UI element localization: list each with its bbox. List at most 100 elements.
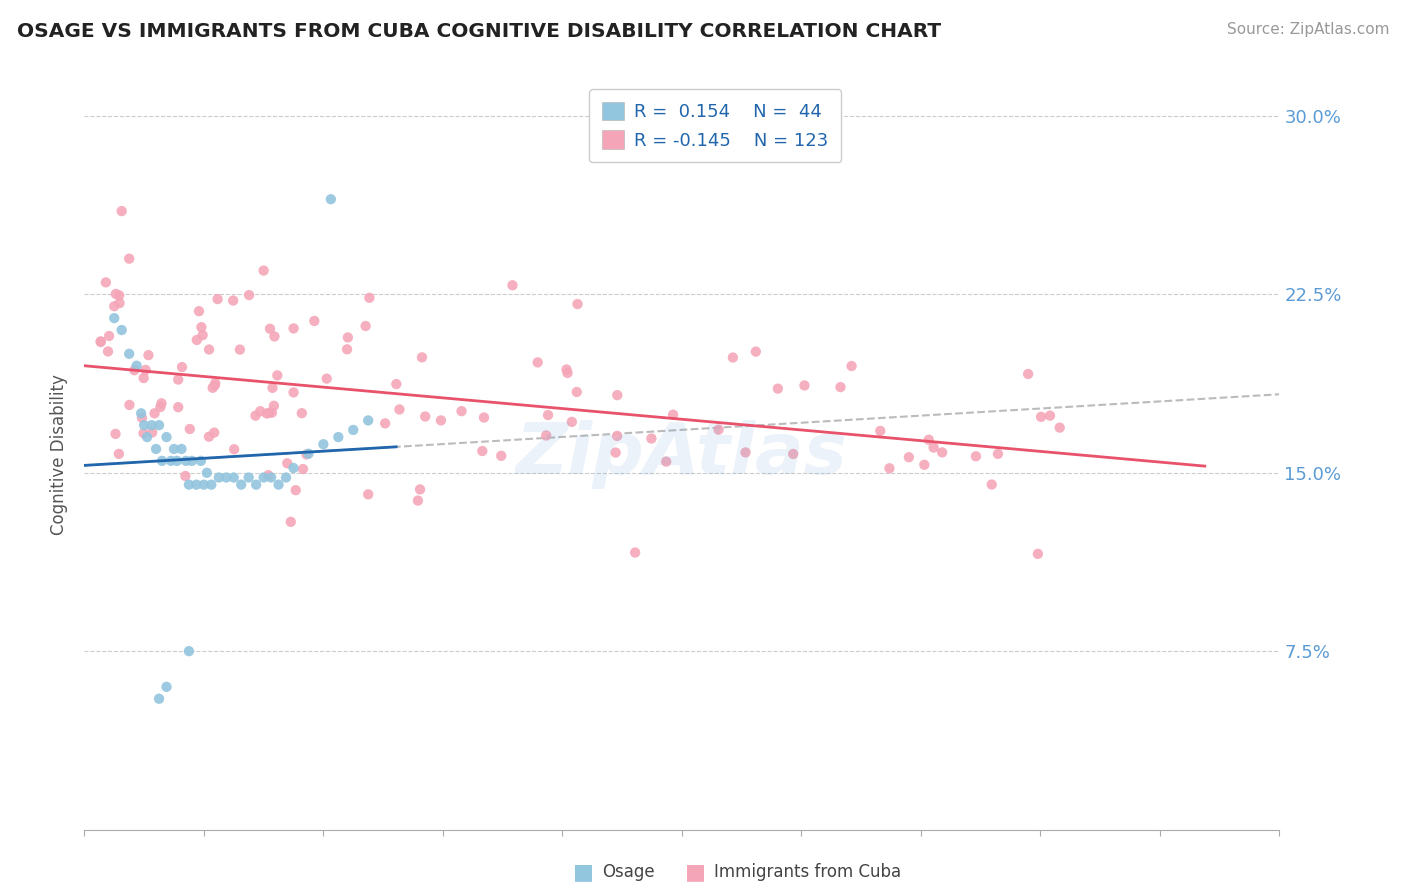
Point xyxy=(222,470,245,484)
Point xyxy=(131,410,153,425)
Point xyxy=(150,396,173,410)
Point xyxy=(198,430,221,444)
Point xyxy=(897,450,920,465)
Point xyxy=(430,413,453,427)
Point xyxy=(526,355,548,369)
Point xyxy=(191,328,214,343)
Point xyxy=(283,461,305,475)
Point xyxy=(202,425,225,440)
Point xyxy=(204,376,226,391)
Point xyxy=(259,406,281,420)
Point xyxy=(918,433,941,447)
Point xyxy=(190,454,212,468)
Point xyxy=(491,449,513,463)
Point xyxy=(655,455,678,469)
Point xyxy=(111,204,134,219)
Text: Immigrants from Cuba: Immigrants from Cuba xyxy=(714,863,901,881)
Point xyxy=(561,415,583,429)
Point xyxy=(295,447,318,461)
Point xyxy=(245,409,267,423)
Point xyxy=(170,442,193,456)
Point xyxy=(283,385,305,400)
Point xyxy=(167,373,190,387)
Point xyxy=(782,447,804,461)
Point xyxy=(163,442,186,456)
Text: OSAGE VS IMMIGRANTS FROM CUBA COGNITIVE DISABILITY CORRELATION CHART: OSAGE VS IMMIGRANTS FROM CUBA COGNITIVE … xyxy=(17,22,941,41)
Point xyxy=(215,470,238,484)
Point xyxy=(201,381,224,395)
Point xyxy=(155,430,177,444)
Point xyxy=(266,368,288,383)
Point xyxy=(207,292,229,306)
Point xyxy=(413,409,436,424)
Point xyxy=(869,424,891,438)
Point xyxy=(411,351,433,365)
Point xyxy=(124,363,146,377)
Point xyxy=(141,425,163,440)
Point xyxy=(104,287,127,301)
Point xyxy=(1017,367,1039,381)
Point xyxy=(606,388,628,402)
Point xyxy=(565,384,588,399)
Point xyxy=(98,329,121,343)
Point xyxy=(177,644,200,658)
Point xyxy=(136,430,159,444)
Point xyxy=(238,470,260,484)
Text: ZipAtlas: ZipAtlas xyxy=(516,420,848,490)
Point xyxy=(200,477,222,491)
Point xyxy=(537,408,560,422)
Point xyxy=(280,515,302,529)
Text: Source: ZipAtlas.com: Source: ZipAtlas.com xyxy=(1226,22,1389,37)
Point xyxy=(879,461,901,475)
Point xyxy=(336,330,359,344)
Point xyxy=(108,447,131,461)
Point xyxy=(734,445,756,459)
Point xyxy=(204,378,226,392)
Point xyxy=(707,423,730,437)
Point xyxy=(980,477,1002,491)
Point xyxy=(263,329,285,343)
Point xyxy=(409,483,432,497)
Point xyxy=(922,441,945,455)
Point xyxy=(125,359,148,373)
Point xyxy=(145,442,167,456)
Point xyxy=(224,442,246,457)
Point xyxy=(357,413,380,427)
Point xyxy=(111,323,134,337)
Point xyxy=(793,378,815,392)
Point xyxy=(174,469,197,483)
Point xyxy=(357,487,380,501)
Point xyxy=(1039,409,1062,423)
Text: ■: ■ xyxy=(686,863,706,882)
Point xyxy=(256,407,278,421)
Point xyxy=(148,691,170,706)
Point xyxy=(274,470,297,484)
Point xyxy=(283,321,305,335)
Y-axis label: Cognitive Disability: Cognitive Disability xyxy=(49,375,67,535)
Point xyxy=(148,418,170,433)
Point xyxy=(198,343,221,357)
Point xyxy=(143,406,166,420)
Point xyxy=(304,314,326,328)
Point xyxy=(315,371,337,385)
Point xyxy=(292,462,315,476)
Point xyxy=(208,470,231,484)
Point xyxy=(104,426,127,441)
Point xyxy=(766,382,789,396)
Point xyxy=(624,545,647,559)
Point xyxy=(605,445,627,459)
Point xyxy=(174,454,197,468)
Point xyxy=(188,304,211,318)
Point xyxy=(297,447,319,461)
Point xyxy=(118,398,141,412)
Point xyxy=(132,418,156,433)
Text: Osage: Osage xyxy=(602,863,654,881)
Point xyxy=(249,404,271,418)
Point xyxy=(94,276,117,290)
Point xyxy=(555,362,578,376)
Point xyxy=(534,428,557,442)
Point xyxy=(160,454,183,468)
Point xyxy=(149,400,172,414)
Point xyxy=(181,454,204,468)
Point xyxy=(291,406,314,420)
